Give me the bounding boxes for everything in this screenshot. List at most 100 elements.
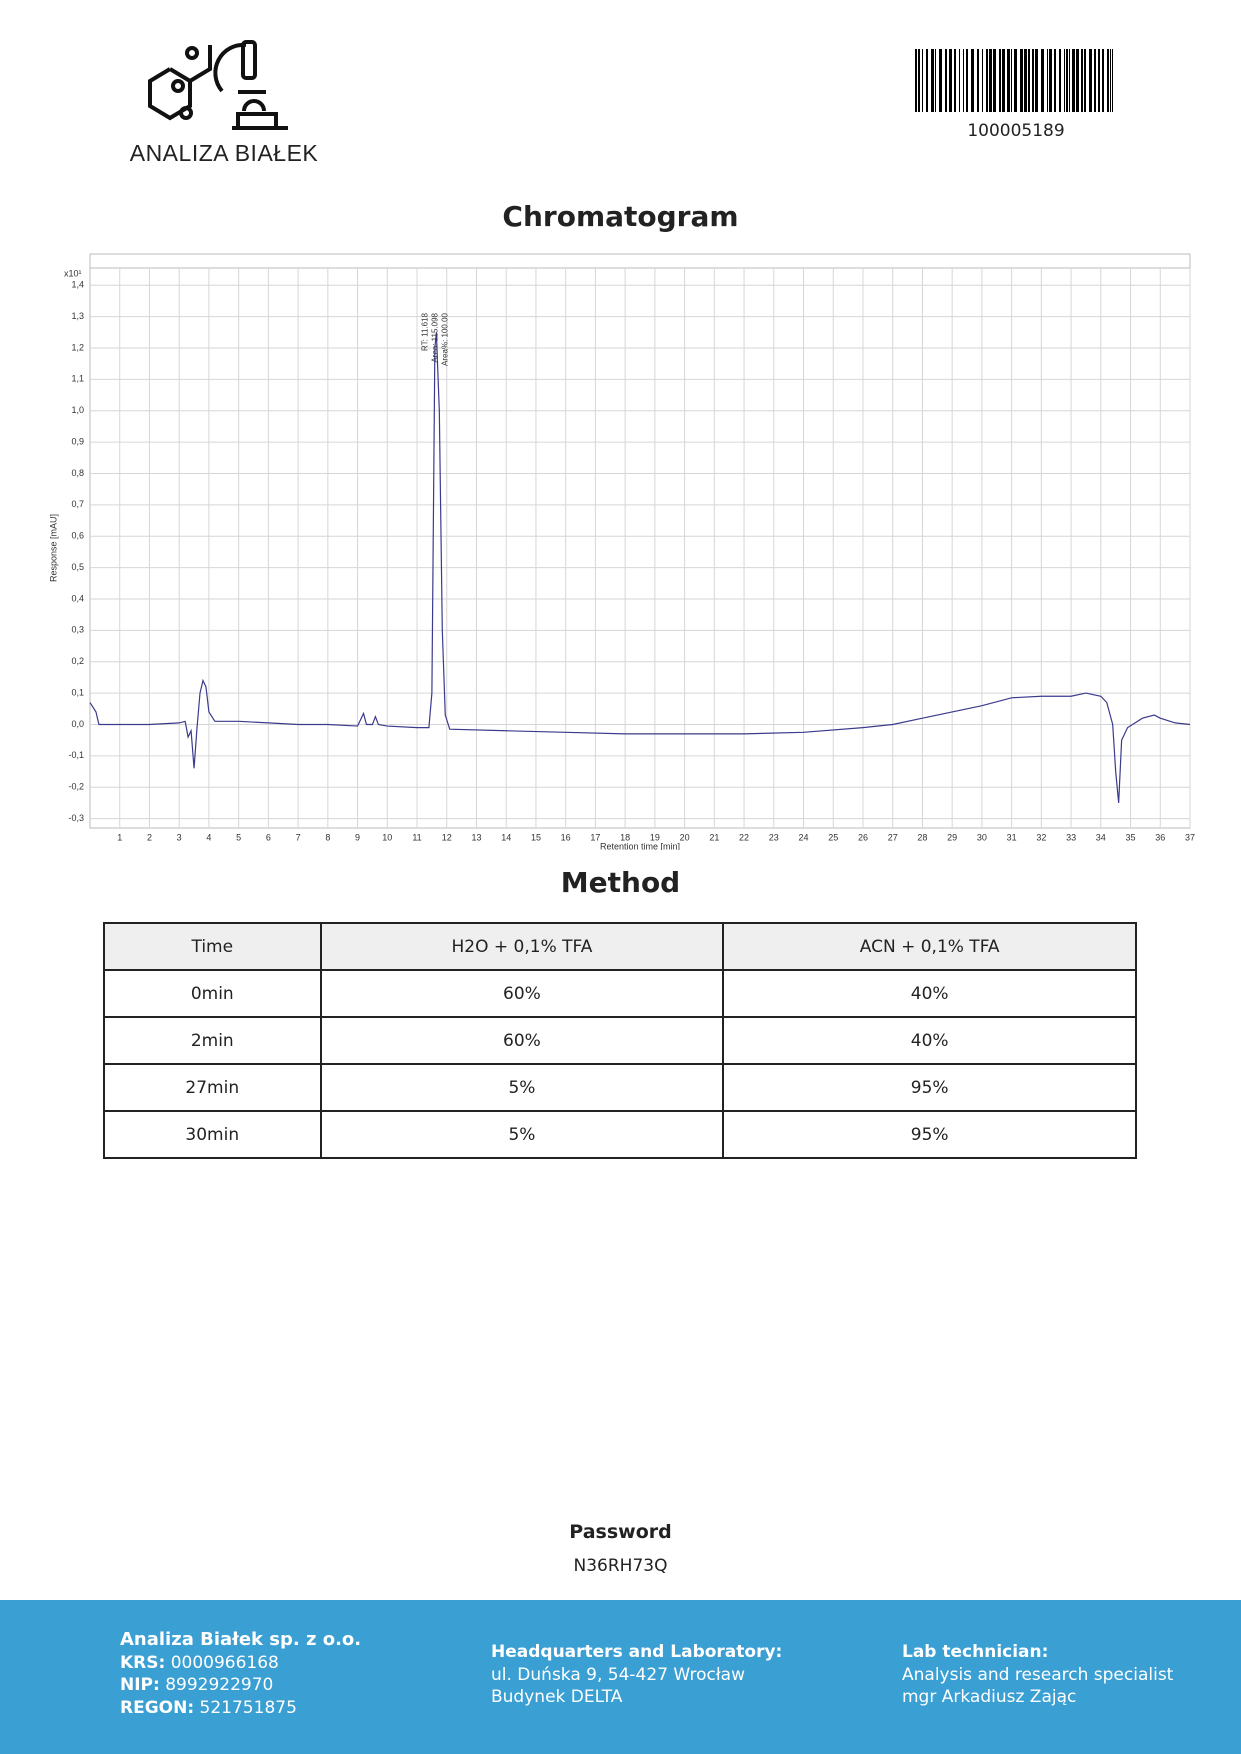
barcode-bar	[1110, 49, 1111, 112]
krs-label: KRS:	[120, 1652, 166, 1673]
barcode-bar	[1064, 49, 1065, 112]
barcode-bar	[935, 49, 936, 112]
barcode-bar	[1049, 49, 1052, 112]
barcode-bar	[1011, 49, 1012, 112]
footer-lab-block: Lab technician: Analysis and research sp…	[902, 1641, 1173, 1709]
table-cell: 60%	[319, 1016, 725, 1065]
x-tick-label: 32	[1036, 832, 1046, 842]
x-tick-label: 36	[1155, 832, 1165, 842]
x-tick-label: 19	[650, 832, 660, 842]
table-cell: 40%	[722, 1016, 1137, 1065]
x-tick-label: 15	[531, 832, 541, 842]
barcode-bar	[1032, 49, 1034, 112]
table-header-cell: ACN + 0,1% TFA	[722, 922, 1137, 971]
x-tick-label: 13	[471, 832, 481, 842]
barcode-bar	[915, 49, 917, 112]
chart-frame	[89, 253, 1191, 829]
x-tick-label: 17	[590, 832, 600, 842]
barcode-bar	[922, 49, 923, 112]
hq-address: ul. Duńska 9, 54-427 Wrocław	[491, 1664, 745, 1685]
x-tick-label: 26	[858, 832, 868, 842]
y-tick-label: 1,3	[71, 311, 84, 321]
x-tick-label: 34	[1096, 832, 1106, 842]
barcode-bar	[926, 49, 928, 112]
x-tick-label: 11	[412, 832, 421, 842]
x-tick-label: 4	[206, 832, 211, 842]
x-tick-label: 18	[620, 832, 630, 842]
barcode-bar	[971, 49, 974, 112]
y-tick-label: 0,9	[71, 436, 84, 446]
table-header-cell: H2O + 0,1% TFA	[319, 922, 725, 971]
trace-line	[89, 332, 1191, 803]
barcode-number: 100005189	[967, 121, 1065, 141]
y-tick-label: -0,2	[68, 782, 84, 792]
y-tick-label: 0,7	[71, 499, 84, 509]
table-cell: 5%	[319, 1063, 725, 1112]
y-tick-label: 1,4	[71, 280, 84, 290]
barcode-bar	[1014, 49, 1017, 112]
table-cell: 27min	[103, 1063, 322, 1112]
barcode-bar	[1047, 49, 1048, 112]
x-tick-label: 12	[442, 832, 452, 842]
x-tick-label: 28	[917, 832, 927, 842]
barcode-bar	[963, 49, 964, 112]
x-tick-label: 25	[828, 832, 838, 842]
x-tick-label: 14	[501, 832, 511, 842]
barcode-bar	[982, 49, 983, 112]
x-tick-label: 3	[177, 832, 182, 842]
x-tick-label: 31	[1007, 832, 1017, 842]
method-table: Time H2O + 0,1% TFA ACN + 0,1% TFA 0min 60% 4…	[103, 922, 1137, 1159]
x-tick-label: 10	[382, 832, 392, 842]
table-cell: 95%	[722, 1110, 1137, 1159]
x-tick-label: 20	[680, 832, 690, 842]
x-tick-label: 22	[739, 832, 749, 842]
x-axis-title: Retention time [min]	[600, 841, 680, 850]
barcode-bar	[949, 49, 952, 112]
footer-hq-block: Headquarters and Laboratory: ul. Duńska …	[491, 1641, 782, 1709]
barcode-bar	[1069, 49, 1070, 112]
barcode-bar	[939, 49, 942, 112]
y-tick-label: 0,2	[71, 656, 84, 666]
peak-annotation: Area: 115.098	[431, 312, 440, 362]
barcode-bar	[945, 49, 947, 112]
y-multiplier: x10¹	[64, 268, 82, 278]
chart: x10¹ Retention time [min] Response [mAU]…	[48, 253, 1195, 850]
table-cell: 30min	[103, 1110, 322, 1159]
password-value: N36RH73Q	[573, 1556, 668, 1576]
table-cell: 5%	[319, 1110, 725, 1159]
x-tick-label: 27	[888, 832, 898, 842]
lab-role: Analysis and research specialist	[902, 1664, 1174, 1685]
y-tick-label: 0,1	[71, 687, 84, 697]
barcode-bar	[1041, 49, 1044, 112]
barcode-bar	[999, 49, 1001, 112]
barcode-bar	[918, 49, 920, 112]
footer-company-block: Analiza Białek sp. z o.o. KRS: 000096616…	[120, 1629, 361, 1719]
barcode-bar	[1089, 49, 1092, 112]
barcode-bar	[986, 49, 988, 112]
barcode-bar	[954, 49, 956, 112]
x-tick-label: 6	[266, 832, 271, 842]
y-axis-title: Response [mAU]	[48, 514, 58, 582]
barcode-bar	[977, 49, 979, 112]
barcode-bar	[931, 49, 934, 112]
x-tick-label: 5	[236, 832, 241, 842]
table-row: 30min 5% 95%	[103, 1110, 1137, 1159]
barcode-bar	[959, 49, 960, 112]
logo-icon	[148, 40, 288, 130]
barcode-bar	[1081, 49, 1083, 112]
lab-title: Lab technician:	[902, 1642, 1049, 1662]
y-tick-label: -0,1	[68, 750, 84, 760]
table-cell: 60%	[319, 969, 725, 1018]
x-tick-label: 24	[799, 832, 809, 842]
y-tick-label: -0,3	[68, 813, 84, 823]
table-cell: 0min	[103, 969, 322, 1018]
table-row: 27min 5% 95%	[103, 1063, 1137, 1112]
x-tick-label: 21	[709, 832, 719, 842]
nip: 8992922970	[165, 1675, 274, 1695]
y-tick-label: 1,0	[71, 405, 84, 415]
barcode-bar	[989, 49, 992, 112]
barcode-bar	[1020, 49, 1023, 112]
regon: 521751875	[199, 1697, 297, 1718]
method-title: Method	[560, 866, 681, 899]
x-tick-label: 7	[296, 832, 301, 842]
